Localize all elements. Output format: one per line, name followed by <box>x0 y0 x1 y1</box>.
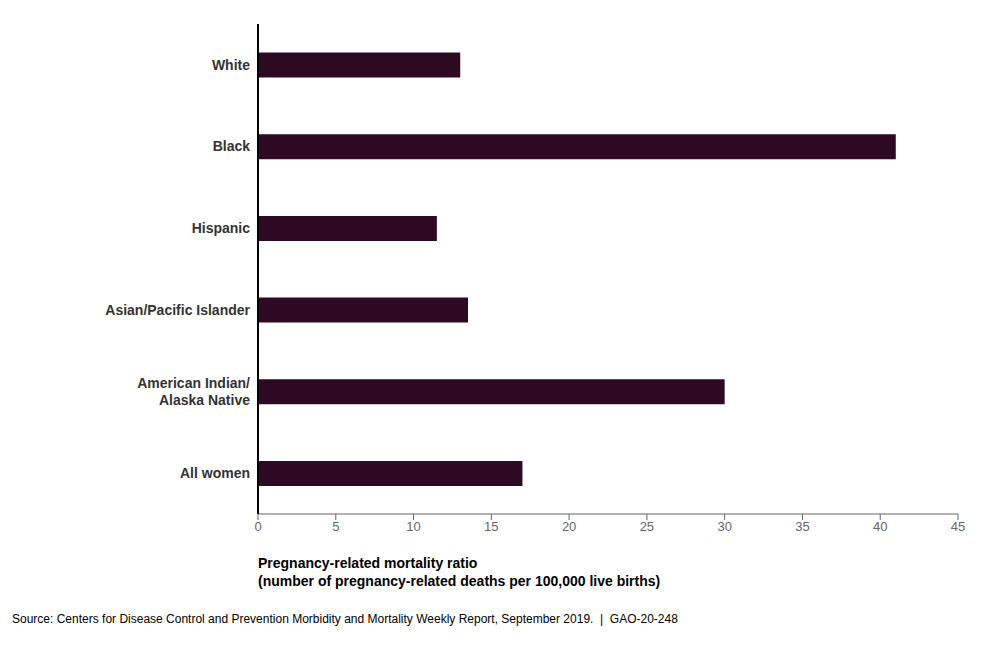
html-text:Pregnancy-related mortality ra: Pregnancy-related mortality ratio (numbe… <box>258 555 661 590</box>
svg-text:40: 40 <box>873 519 887 534</box>
svg-text:0: 0 <box>254 519 261 534</box>
svg-text:45: 45 <box>951 519 965 534</box>
html-text:Source: Centers for Disease Co: Source: Centers for Disease Control and … <box>12 612 678 627</box>
svg-text:30: 30 <box>717 519 731 534</box>
svg-text:15: 15 <box>484 519 498 534</box>
svg-text:Black: Black <box>213 138 251 154</box>
svg-text:Asian/Pacific Islander: Asian/Pacific Islander <box>105 302 250 318</box>
svg-text:American Indian/Alaska Native: American Indian/Alaska Native <box>137 375 250 408</box>
svg-text:Hispanic: Hispanic <box>192 220 251 236</box>
svg-text:5: 5 <box>332 519 339 534</box>
svg-text:10: 10 <box>406 519 420 534</box>
svg-text:White: White <box>212 57 250 73</box>
svg-text:35: 35 <box>795 519 809 534</box>
svg-text:All women: All women <box>180 465 250 481</box>
svg-text:20: 20 <box>562 519 576 534</box>
svg-text:25: 25 <box>640 519 654 534</box>
